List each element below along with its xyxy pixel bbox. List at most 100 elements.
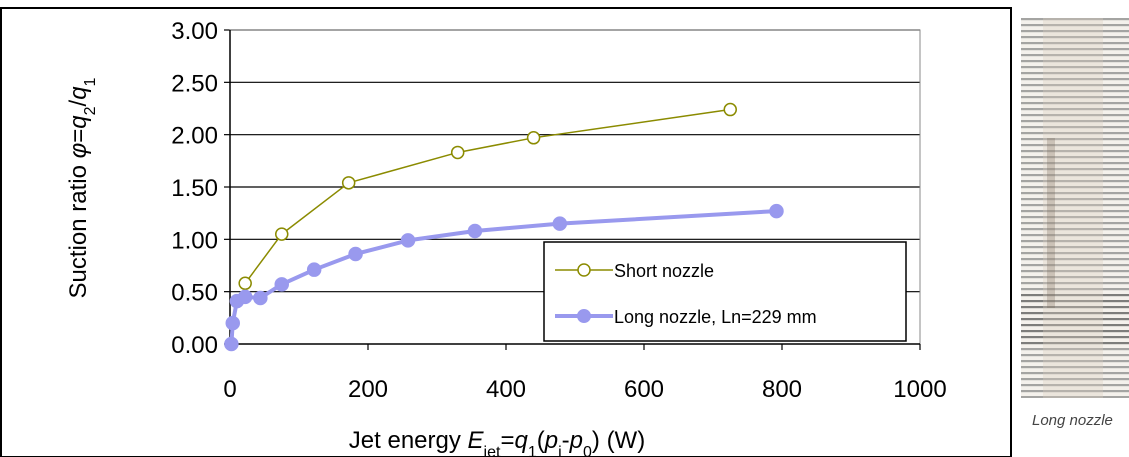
- photo-stripe: [1021, 216, 1129, 219]
- y-tick-label-5: 2.50: [171, 70, 218, 97]
- legend-box: [543, 241, 907, 342]
- photo-stripe: [1021, 24, 1129, 27]
- photo-stripe: [1021, 336, 1129, 339]
- photo-stripe: [1021, 282, 1129, 285]
- photo-stripe: [1021, 96, 1129, 99]
- photo-stripe: [1021, 324, 1129, 327]
- photo-stripe: [1021, 144, 1129, 147]
- photo-stripe: [1021, 204, 1129, 207]
- series-0-point-3: [450, 145, 465, 160]
- y-tick-label-0: 0.00: [171, 332, 218, 359]
- photo-stripe: [1021, 276, 1129, 279]
- legend-label-short: Short nozzle: [614, 261, 714, 281]
- series-0-point-2: [341, 176, 356, 190]
- photo-caption: Long nozzle: [1032, 412, 1113, 429]
- photo-stripe: [1021, 222, 1129, 225]
- photo-stripe: [1021, 156, 1129, 159]
- series-line-0: [244, 108, 731, 284]
- photo-stripe: [1021, 18, 1129, 21]
- y-tick-label-2: 1.00: [171, 227, 218, 254]
- x-tick-label-0: 0: [223, 376, 236, 403]
- series-0-point-4: [526, 131, 541, 145]
- series-1-point-1: [225, 315, 241, 331]
- series-0-point-5: [723, 102, 737, 117]
- photo-stripe: [1021, 264, 1129, 267]
- photo-shadow: [1047, 138, 1055, 308]
- photo-stripe: [1021, 42, 1129, 45]
- photo-stripe: [1021, 270, 1129, 273]
- photo-stripe: [1021, 348, 1129, 351]
- photo-stripe: [1021, 78, 1129, 81]
- photo-stripe: [1021, 54, 1129, 57]
- photo-nozzle-body: [1043, 18, 1103, 398]
- photo-stripe: [1021, 132, 1129, 135]
- photo-stripe: [1021, 300, 1129, 303]
- photo-stripe: [1021, 150, 1129, 153]
- series-1-point-11: [769, 203, 784, 219]
- series-1-point-9: [467, 223, 483, 239]
- photo-stripe: [1021, 72, 1129, 75]
- photo-stripe: [1021, 372, 1129, 375]
- photo-stripe: [1021, 240, 1129, 243]
- legend: Short nozzle Long nozzle, Ln=229 mm: [543, 241, 907, 342]
- series-1-point-8: [400, 233, 416, 248]
- photo-bg: [1021, 18, 1129, 398]
- photo-stripe: [1021, 252, 1129, 255]
- series-layer: [224, 102, 784, 352]
- photo-stripe: [1021, 108, 1129, 111]
- series-0-point-1: [275, 227, 289, 241]
- photo-stripe: [1021, 396, 1129, 398]
- y-tick-labels: 0.00 0.50 1.00 1.50 2.00 2.50 3.00: [171, 18, 218, 359]
- photo-stripe: [1021, 186, 1129, 189]
- series-1-point-6: [306, 262, 322, 277]
- photo-stripe: [1021, 228, 1129, 231]
- legend-marker-short: [577, 263, 591, 277]
- photo-stripe: [1021, 180, 1129, 183]
- chart-area-border: [0, 7, 1012, 457]
- photo-stripe: [1021, 36, 1129, 39]
- x-tick-label-1: 200: [348, 376, 388, 403]
- series-0-point-0: [238, 276, 252, 291]
- photo-stripe: [1021, 246, 1129, 249]
- x-tick-labels: 0 200 400 600 800 1000: [223, 376, 946, 403]
- photo-stripe: [1021, 234, 1129, 237]
- photo-stripe: [1021, 360, 1129, 363]
- photo-stripe: [1021, 198, 1129, 201]
- photo-stripe: [1021, 312, 1129, 315]
- photo-stripe: [1021, 120, 1129, 123]
- photo-stripe: [1021, 162, 1129, 165]
- photo-stripe: [1021, 48, 1129, 51]
- x-tick-label-4: 800: [762, 376, 802, 403]
- photo-stripe: [1021, 138, 1129, 141]
- photo-stripe: [1021, 294, 1129, 297]
- photo-stripe: [1021, 306, 1129, 309]
- nozzle-photo: [1021, 18, 1129, 398]
- y-tick-label-3: 1.50: [171, 175, 218, 202]
- series-1-point-0: [224, 336, 239, 352]
- series-1-point-4: [253, 290, 268, 306]
- photo-stripe: [1021, 114, 1129, 117]
- photo-stripe: [1021, 90, 1129, 93]
- series-1-point-3: [237, 289, 253, 305]
- photo-stripe: [1021, 378, 1129, 381]
- x-tick-label-3: 600: [624, 376, 664, 403]
- nozzle-photo-image: [1021, 18, 1129, 398]
- y-tick-label-1: 0.50: [171, 280, 218, 307]
- legend-marker-long: [577, 309, 591, 323]
- legend-label-long: Long nozzle, Ln=229 mm: [614, 307, 817, 327]
- photo-stripe: [1021, 168, 1129, 171]
- photo-stripe: [1021, 342, 1129, 345]
- photo-stripe: [1021, 288, 1129, 291]
- photo-stripe: [1021, 330, 1129, 333]
- photo-stripe: [1021, 384, 1129, 387]
- series-1-point-10: [552, 216, 568, 231]
- photo-stripe: [1021, 102, 1129, 105]
- chart: 0.00 0.50 1.00 1.50 2.00 2.50 3.00 0 200 400 600 8…: [0, 7, 1012, 457]
- series-1-point-7: [348, 246, 363, 262]
- photo-stripe: [1021, 258, 1129, 261]
- axes: [229, 29, 921, 350]
- y-tick-label-4: 2.00: [171, 123, 218, 150]
- photo-stripe: [1021, 318, 1129, 321]
- series-1-point-5: [274, 277, 289, 292]
- photo-stripe: [1021, 210, 1129, 213]
